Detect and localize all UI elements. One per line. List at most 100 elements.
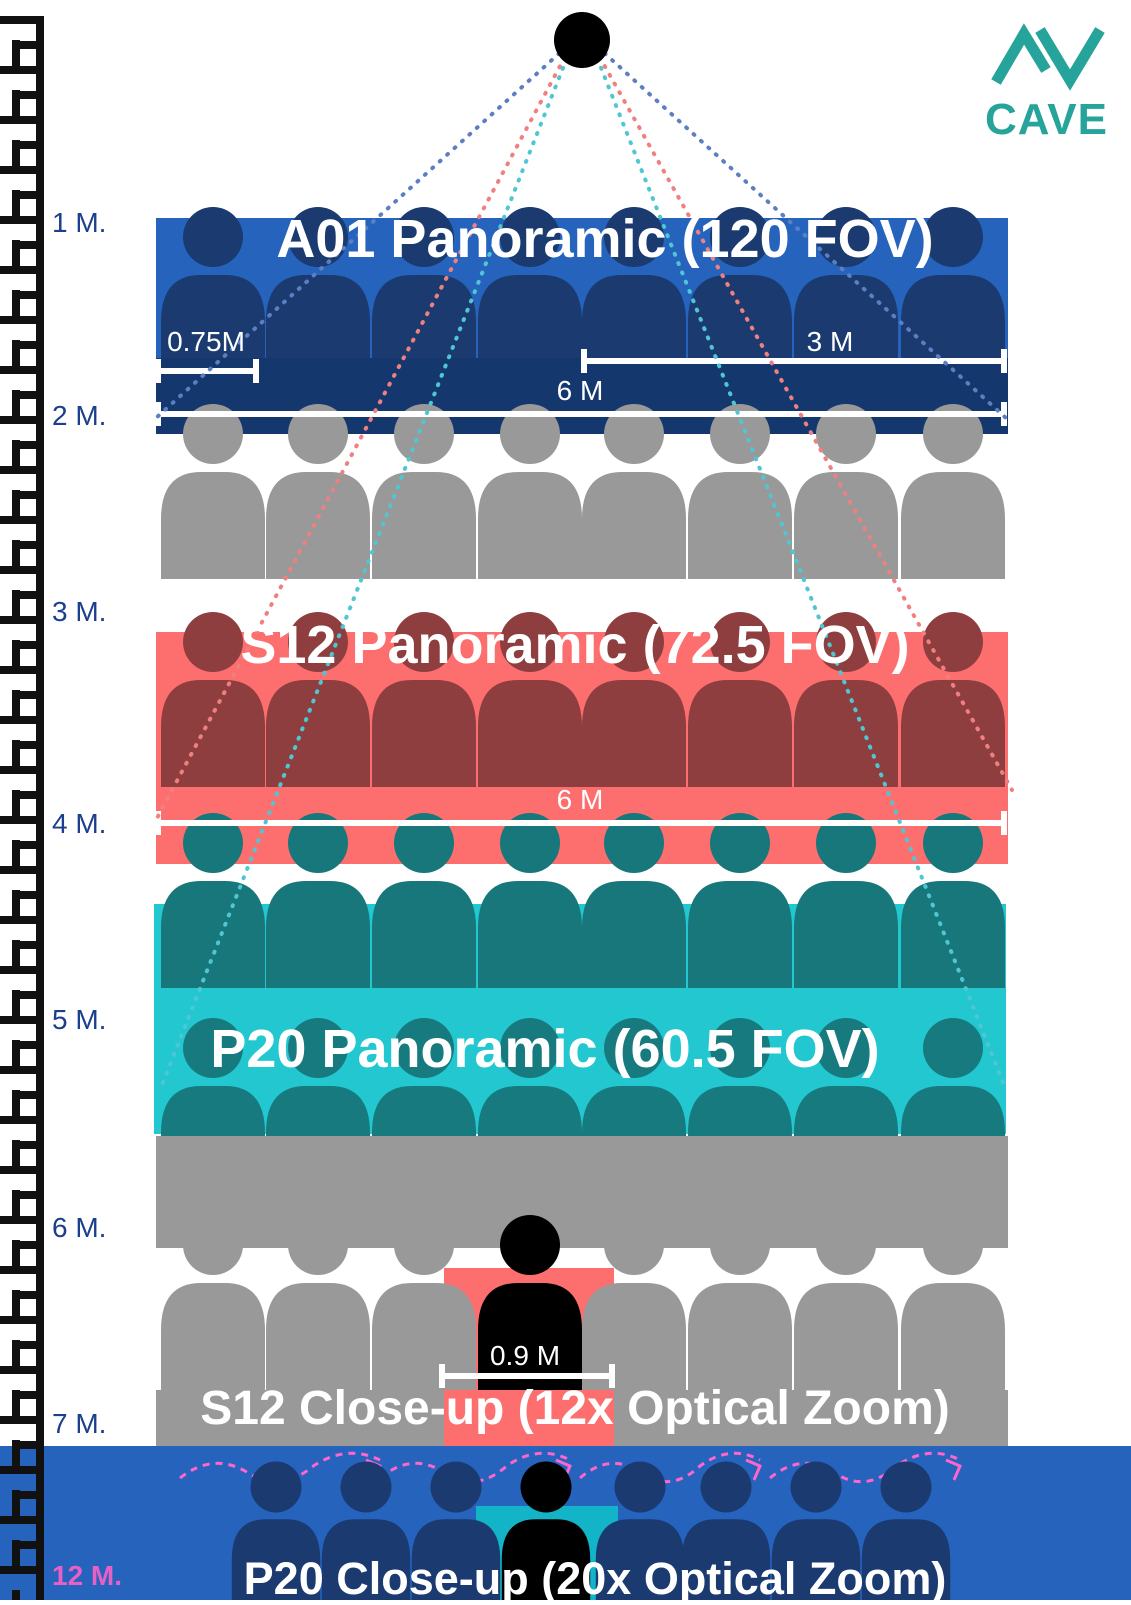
ruler-tick-minor (12, 1141, 42, 1149)
ruler-tick-major (0, 1216, 42, 1224)
ruler-tick-major (0, 416, 42, 424)
ruler-tick-link (12, 1290, 20, 1316)
ruler-tick-major (0, 1166, 42, 1174)
ruler-tick-link (12, 140, 20, 166)
measure-bar-0.9m (439, 1364, 615, 1388)
ruler-tick-minor (12, 491, 42, 499)
closeup-row-base-left (156, 1390, 444, 1446)
ruler-tick-minor (12, 441, 42, 449)
measure-label-0.75m: 0.75M (167, 326, 245, 357)
ruler-tick-major (0, 1366, 42, 1374)
fov-lines-s12 (154, 38, 1014, 822)
ruler-tick-link (12, 1540, 20, 1566)
measure-bar-0.75m (155, 359, 259, 383)
ruler-tick-link (12, 1040, 20, 1066)
ruler-tick-major (0, 1066, 42, 1074)
ruler-tick-major (0, 566, 42, 574)
ruler-tick-minor (12, 1391, 42, 1399)
ruler-tick-major (0, 1016, 42, 1024)
ruler-tick-link (12, 740, 20, 766)
ruler-tick-major (0, 116, 42, 124)
ruler-tick-minor (12, 41, 42, 49)
fov-left-line (154, 38, 576, 420)
ruler-tick-major (0, 666, 42, 674)
ruler-tick-link (12, 840, 20, 866)
wave-arrow (379, 1451, 571, 1484)
ruler-tick-major (0, 1466, 42, 1474)
ruler-label-7m: 7 M. (52, 1408, 107, 1439)
ruler-tick-link (12, 690, 20, 716)
logo-stroke (991, 23, 1051, 85)
ruler-tick-major (0, 966, 42, 974)
ruler-tick-minor (12, 1041, 42, 1049)
ruler-tick-major (0, 716, 42, 724)
measure-label-0.9m: 0.9 M (489, 1340, 561, 1371)
p20-panoramic-title: P20 Panoramic (60.5 FOV) (210, 1019, 880, 1079)
ruler-tick-link (12, 340, 20, 366)
ruler-tick-major (0, 216, 42, 224)
fov-right-line (588, 38, 1008, 420)
ruler-tick-minor (12, 241, 42, 249)
ruler-tick-major (0, 1116, 42, 1124)
ruler-tick-minor (12, 1241, 42, 1249)
ruler-tick-minor (12, 641, 42, 649)
ruler-label-2m: 2 M. (52, 400, 107, 431)
ruler-tick-major (0, 66, 42, 74)
ruler-spine (36, 16, 44, 1600)
fov-right-line (588, 38, 1014, 792)
ruler-tick-major (0, 616, 42, 624)
ruler-tick-major (0, 266, 42, 274)
ruler-tick-major (0, 366, 42, 374)
ruler-tick-major (0, 766, 42, 774)
ruler-tick-link (12, 1090, 20, 1116)
fov-right-line (588, 38, 1008, 1092)
ruler-tick-link (12, 540, 20, 566)
ruler-tick-major (0, 316, 42, 324)
ruler-tick-link (12, 590, 20, 616)
wave-arrow (579, 1451, 761, 1484)
ruler-tick-major (0, 1516, 42, 1524)
cave-logo-text: CAVE (985, 95, 1108, 144)
ruler-tick-link (12, 90, 20, 116)
ruler-tick-minor (12, 191, 42, 199)
ruler-tick-minor (12, 1341, 42, 1349)
ruler-tick-major (0, 1316, 42, 1324)
ruler-label-3m: 3 M. (52, 596, 107, 627)
camera-icon (554, 12, 610, 68)
ruler-label-5m: 5 M. (52, 1004, 107, 1035)
ruler-tick-major (0, 1566, 42, 1574)
ruler-tick-link (12, 1440, 20, 1466)
ruler-tick-minor (12, 891, 42, 899)
s12-closeup-title: S12 Close-up (12x Optical Zoom) (200, 1382, 950, 1435)
ruler-tick-link (12, 1240, 20, 1266)
measure-label-6m-a01: 6 M (556, 375, 604, 406)
ruler-tick-major (0, 1416, 42, 1424)
ruler-tick-minor (12, 941, 42, 949)
ruler-tick-link (12, 1190, 20, 1216)
ruler-tick-major (0, 916, 42, 924)
ruler-tick-link (12, 1590, 20, 1605)
ruler-tick-minor (12, 291, 42, 299)
ruler-tick-link (12, 190, 20, 216)
ruler-tick-minor (12, 991, 42, 999)
ruler-label-6m: 6 M. (52, 1212, 107, 1243)
ruler-tick-link (12, 790, 20, 816)
p20-closeup-title: P20 Close-up (20x Optical Zoom) (243, 1553, 947, 1604)
cave-logo-icon (991, 23, 1105, 91)
ruler-tick-minor (12, 141, 42, 149)
ruler-tick-minor (12, 691, 42, 699)
ruler-tick-link (12, 940, 20, 966)
distance-ruler (0, 16, 44, 1605)
ruler-tick-minor (12, 541, 42, 549)
ruler-tick-link (12, 440, 20, 466)
ruler-tick-link (12, 490, 20, 516)
ruler-tick-major (0, 516, 42, 524)
ruler-tick-link (12, 1340, 20, 1366)
ruler-tick-major (0, 166, 42, 174)
ruler-tick-minor (12, 1091, 42, 1099)
ruler-tick-minor (12, 391, 42, 399)
ruler-tick-minor (12, 841, 42, 849)
measure-bar-3m (581, 349, 1007, 373)
